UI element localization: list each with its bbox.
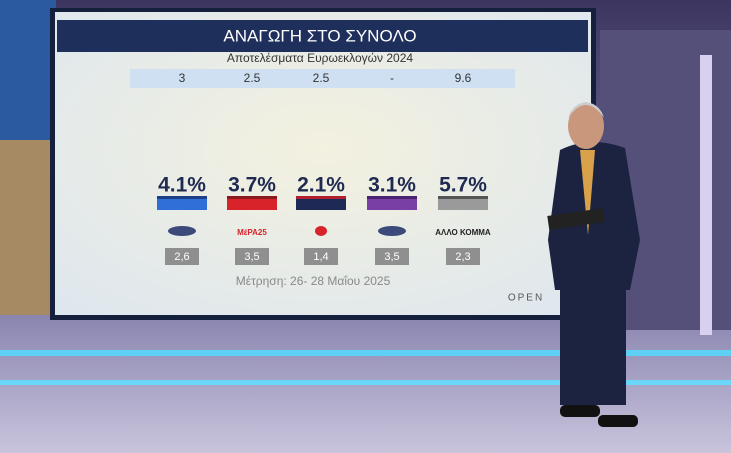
color-tile — [438, 196, 488, 210]
previous: 3,5 — [244, 251, 259, 263]
light-panel — [700, 55, 712, 335]
tablet — [547, 208, 605, 230]
euro-result: 2.5 — [244, 71, 261, 85]
party-logo — [315, 226, 327, 236]
percent: 2.1% — [297, 174, 345, 197]
color-tile — [367, 196, 417, 210]
previous: 3,5 — [384, 251, 399, 263]
color-tile-edge — [367, 196, 417, 199]
sky — [0, 0, 56, 140]
euro-result: 3 — [179, 71, 186, 85]
percent: 5.7% — [439, 174, 487, 197]
previous-box — [375, 248, 409, 265]
tie — [580, 150, 595, 235]
parties: 3 2.5 2.5 - 9.6 4.1% 2,6 3.7% ΜέΡΑ25 3,5 2.1% 1,4 3.… — [157, 71, 491, 265]
previous: 1,4 — [313, 251, 328, 263]
party-logo — [168, 226, 196, 236]
previous-box — [304, 248, 338, 265]
title: ΑΝΑΓΩΓΗ ΣΤΟ ΣΥΝΟΛΟ — [223, 26, 416, 45]
party-logo: ΑΛΛΟ ΚΟΜΜΑ — [435, 228, 491, 237]
previous-box — [165, 248, 199, 265]
footer: Μέτρηση: 26- 28 Μαΐου 2025 — [236, 274, 391, 288]
shoe — [598, 415, 638, 427]
color-tile-edge — [296, 196, 346, 199]
percent: 4.1% — [158, 174, 206, 197]
floor-light — [0, 350, 731, 356]
floor-light — [0, 380, 731, 385]
presenter — [547, 102, 640, 427]
percent: 3.7% — [228, 174, 276, 197]
head — [568, 103, 604, 149]
title-bar — [57, 20, 588, 52]
euro-result: 9.6 — [455, 71, 472, 85]
hair — [568, 102, 604, 118]
percent: 3.1% — [368, 174, 416, 197]
previous-box — [235, 248, 269, 265]
shoe — [560, 405, 600, 417]
euro-row — [130, 69, 515, 88]
previous-box — [446, 248, 480, 265]
previous: 2,3 — [455, 251, 470, 263]
color-tile — [227, 196, 277, 210]
previous: 2,6 — [174, 251, 189, 263]
euro-result: - — [390, 71, 394, 85]
brand: OPEN — [508, 293, 544, 304]
party-logo — [378, 226, 406, 236]
euro-result: 2.5 — [313, 71, 330, 85]
color-tile — [157, 196, 207, 210]
subtitle: Αποτελέσματα Ευρωεκλογών 2024 — [227, 51, 413, 65]
color-tile-edge — [438, 196, 488, 199]
color-tile-edge — [227, 196, 277, 199]
color-tile-edge — [157, 196, 207, 199]
party-logo: ΜέΡΑ25 — [237, 228, 267, 237]
color-tile — [296, 196, 346, 210]
trousers — [560, 285, 626, 405]
